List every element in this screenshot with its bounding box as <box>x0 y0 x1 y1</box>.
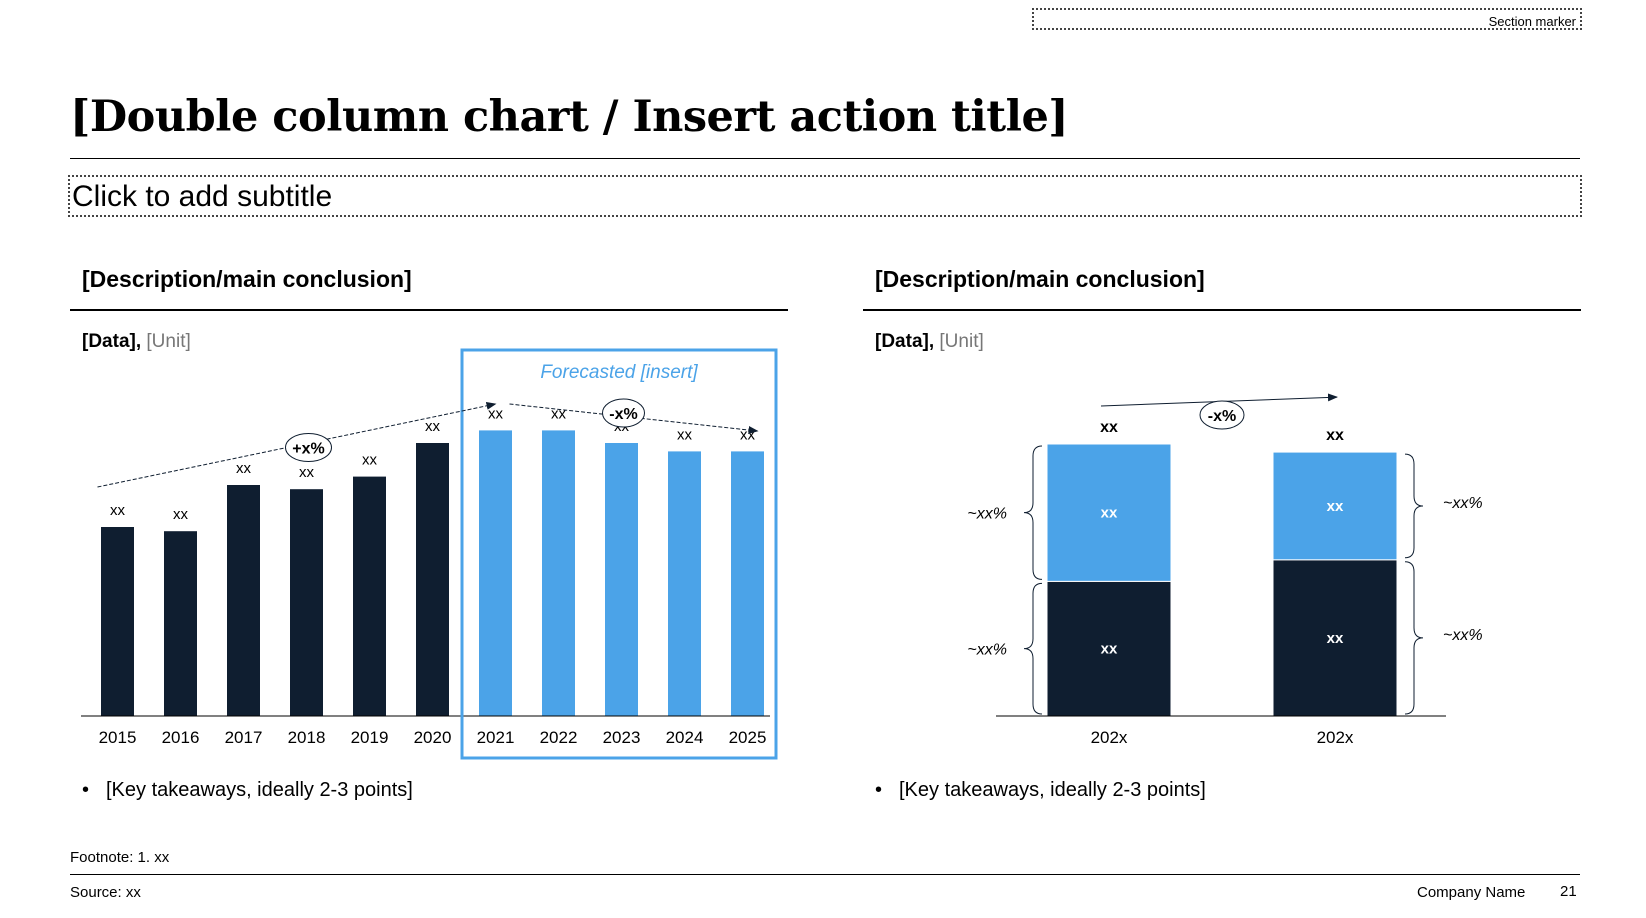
data-label-2024: xx <box>677 426 693 443</box>
x-tick-2016: 2016 <box>162 728 200 747</box>
x-tick-2025: 2025 <box>729 728 767 747</box>
left-unit-label: [Unit] <box>146 331 191 352</box>
share-label-right-2: ~xx% <box>1443 495 1483 512</box>
brace-left-1 <box>1023 582 1043 715</box>
right-takeaway-text: [Key takeaways, ideally 2-3 points] <box>899 779 1206 801</box>
footer-divider <box>70 874 1580 875</box>
stack-segment-1-1 <box>1046 580 1172 717</box>
right-bullet: • <box>875 779 883 801</box>
x-tick-2021: 2021 <box>477 728 515 747</box>
growth-arrow-historic <box>97 401 497 488</box>
left-description: [Description/main conclusion] <box>82 266 412 292</box>
segment-label-1-2: xx <box>1101 505 1118 522</box>
data-label-2018: xx <box>299 464 315 481</box>
x-tick-2022: 2022 <box>540 728 578 747</box>
data-label-2020: xx <box>425 418 441 435</box>
data-label-2017: xx <box>236 460 252 477</box>
stack-segment-2-2 <box>1272 451 1398 561</box>
forecast-box <box>460 348 778 760</box>
right-unit-label: [Unit] <box>939 331 984 352</box>
bar-2020 <box>416 443 449 716</box>
bar-2016 <box>164 531 197 716</box>
segment-label-1-1: xx <box>1101 641 1118 658</box>
x-tick-2017: 2017 <box>225 728 263 747</box>
data-label-2022: xx <box>551 405 567 422</box>
left-data-label: [Data], <box>82 331 142 352</box>
left-takeaway: • [Key takeaways, ideally 2-3 points] <box>82 779 413 802</box>
subtitle-placeholder[interactable]: Click to add subtitle <box>68 175 1582 217</box>
x-tick-2019: 2019 <box>351 728 389 747</box>
stack-segment-2-1 <box>1272 559 1398 717</box>
right-description-rule <box>863 309 1581 311</box>
x-tick-2015: 2015 <box>99 728 137 747</box>
right-description: [Description/main conclusion] <box>875 266 1205 292</box>
x-tick-2023: 2023 <box>603 728 641 747</box>
data-label-2016: xx <box>173 506 189 523</box>
x-tick-2024: 2024 <box>666 728 704 747</box>
company-name: Company Name <box>1417 884 1526 901</box>
bar-2025 <box>731 451 764 716</box>
change-bubble <box>1199 400 1245 430</box>
data-label-2015: xx <box>110 502 126 519</box>
share-label-left-1: ~xx% <box>967 642 1007 659</box>
left-description-rule <box>70 309 788 311</box>
segment-label-2-1: xx <box>1327 630 1344 647</box>
section-marker[interactable]: Section marker <box>1032 8 1582 30</box>
stack-segment-1-2 <box>1046 443 1172 582</box>
brace-right-2 <box>1404 453 1424 559</box>
bar-2017 <box>227 485 260 716</box>
x-tick-2: 202x <box>1317 728 1354 747</box>
change-label: -x% <box>1208 408 1236 425</box>
right-data-unit-label: [Data], [Unit] <box>875 331 984 353</box>
growth-arrow-forecast <box>509 403 759 435</box>
page-title[interactable]: [Double column chart / Insert action tit… <box>70 92 1069 142</box>
page-number: 21 <box>1560 883 1577 900</box>
total-label-2: xx <box>1326 427 1344 444</box>
total-label-1: xx <box>1100 419 1118 436</box>
source-note: Source: xx <box>70 884 141 901</box>
right-data-label: [Data], <box>875 331 935 352</box>
left-takeaway-text: [Key takeaways, ideally 2-3 points] <box>106 779 413 801</box>
bar-2018 <box>290 489 323 716</box>
share-label-left-2: ~xx% <box>967 506 1007 523</box>
bar-2022 <box>542 430 575 716</box>
footnote: Footnote: 1. xx <box>70 849 170 866</box>
forecast-label: Forecasted [insert] <box>540 362 698 383</box>
growth-label-forecast: -x% <box>609 406 637 423</box>
brace-right-1 <box>1404 561 1424 715</box>
bar-2023 <box>605 443 638 716</box>
segment-label-2-2: xx <box>1327 498 1344 515</box>
brace-left-2 <box>1023 445 1043 580</box>
data-label-2021: xx <box>488 405 504 422</box>
bar-2021 <box>479 430 512 716</box>
bar-2024 <box>668 451 701 716</box>
title-divider <box>70 158 1580 159</box>
left-bullet: • <box>82 779 90 801</box>
bar-2019 <box>353 476 386 716</box>
share-label-right-1: ~xx% <box>1443 627 1483 644</box>
right-takeaway: • [Key takeaways, ideally 2-3 points] <box>875 779 1206 802</box>
growth-label-historic: +x% <box>292 441 324 458</box>
left-data-unit-label: [Data], [Unit] <box>82 331 191 353</box>
growth-bubble-historic <box>285 433 332 462</box>
growth-bubble-forecast <box>602 398 645 428</box>
x-tick-2018: 2018 <box>288 728 326 747</box>
data-label-2019: xx <box>362 452 378 469</box>
x-tick-2020: 2020 <box>414 728 452 747</box>
x-tick-1: 202x <box>1091 728 1128 747</box>
bar-2015 <box>101 527 134 716</box>
